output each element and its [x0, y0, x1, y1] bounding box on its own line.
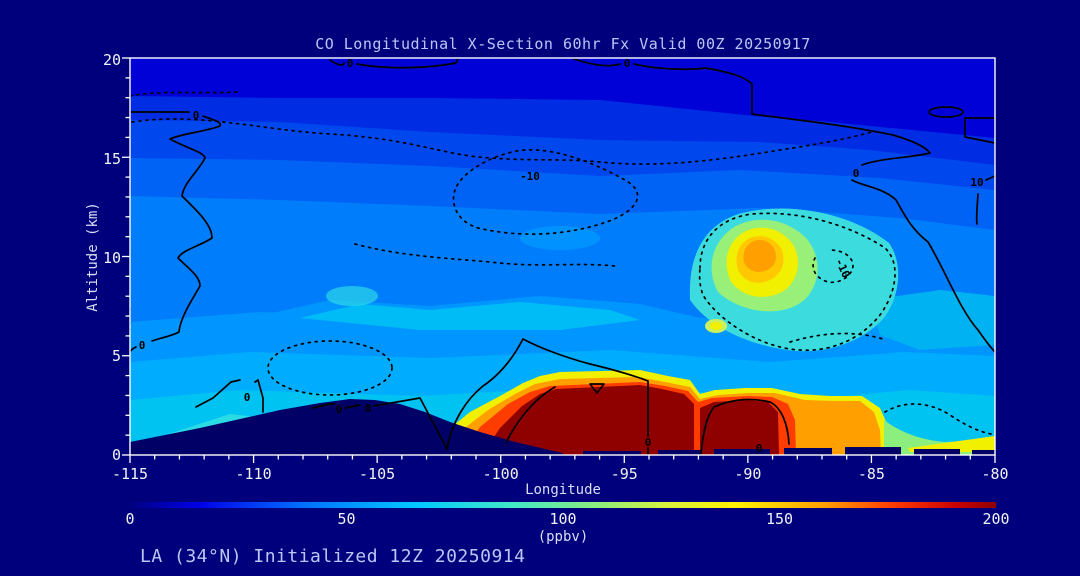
contour-label-zero: 0 [347, 57, 354, 70]
x-tick: -85 [858, 465, 885, 483]
x-axis-title: Longitude [525, 482, 601, 498]
contour-label-ten: 10 [970, 176, 983, 189]
y-tick: 15 [103, 150, 121, 168]
x-tick: -105 [359, 465, 395, 483]
y-tick: 5 [112, 347, 121, 365]
contour-label-zero: 0 [756, 442, 763, 455]
contour-label-zero: 0 [365, 402, 372, 415]
x-tick: -110 [236, 465, 272, 483]
contour-label-minus-ten: -10 [520, 170, 540, 183]
init-footer-text: LA (34°N) Initialized 12Z 20250914 [140, 546, 525, 567]
colorbar-tick: 0 [125, 510, 134, 528]
colorbar-tick: 150 [766, 510, 793, 528]
y-axis-ticks [122, 57, 130, 456]
colorbar-tick: 200 [982, 510, 1009, 528]
contour-label-zero: 0 [336, 403, 343, 416]
x-axis-tick-labels: -115 -110 -105 -100 -95 -90 -85 -80 [112, 465, 1009, 483]
y-axis-tick-labels: 0 5 10 15 20 [103, 51, 121, 464]
y-tick: 0 [112, 446, 121, 464]
contour-label-zero: 0 [624, 57, 631, 70]
contour-label-zero: 0 [645, 436, 652, 449]
contour-label-zero: 0 [193, 109, 200, 122]
contour-label-zero: 0 [853, 167, 860, 180]
contour-label-zero: 0 [139, 339, 146, 352]
y-tick: 10 [103, 249, 121, 267]
y-axis-title: Altitude (km) [85, 202, 101, 312]
x-tick: -115 [112, 465, 148, 483]
x-tick: -95 [611, 465, 638, 483]
colorbar: 0 50 100 150 200 (ppbv) [125, 502, 1010, 545]
x-tick: -90 [734, 465, 761, 483]
x-tick: -80 [981, 465, 1008, 483]
plot-area: 0 0 0 0 0 0 0 0 0 0 10 -10 -10 [130, 57, 995, 455]
colorbar-gradient [130, 502, 996, 508]
y-tick: 20 [103, 51, 121, 69]
colorbar-tick: 100 [549, 510, 576, 528]
x-tick: -100 [483, 465, 519, 483]
contour-label-zero: 0 [244, 391, 251, 404]
x-axis-ticks [129, 455, 996, 463]
colorbar-tick: 50 [337, 510, 355, 528]
colorbar-units-label: (ppbv) [538, 529, 589, 545]
chart-title: CO Longitudinal X-Section 60hr Fx Valid … [315, 35, 811, 53]
